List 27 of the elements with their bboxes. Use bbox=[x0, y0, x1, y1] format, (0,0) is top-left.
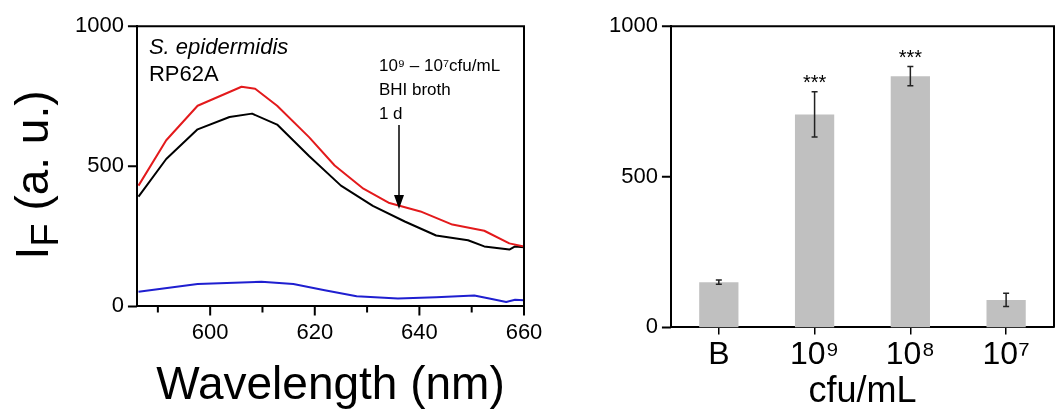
annotation: *** bbox=[802, 71, 827, 94]
annotation: RP62A bbox=[148, 61, 219, 87]
x-tick-label: 620 bbox=[296, 318, 334, 344]
bar bbox=[986, 299, 1026, 328]
x-tick-label: 10⁹ bbox=[789, 335, 840, 372]
y-tick-label: 1000 bbox=[74, 12, 124, 38]
x-tick-label: 10⁷ bbox=[982, 335, 1030, 372]
y-tick-label: 500 bbox=[87, 152, 124, 178]
bar bbox=[890, 76, 930, 328]
annotation: *** bbox=[898, 45, 923, 68]
annotation: BHI broth bbox=[378, 80, 451, 100]
y-tick-label: 0 bbox=[645, 313, 658, 339]
bar bbox=[794, 114, 835, 328]
y-tick-label: 0 bbox=[111, 292, 124, 318]
x-axis-title: cfu/mL bbox=[808, 369, 917, 411]
y-tick-label: 1000 bbox=[608, 12, 658, 38]
x-tick-label: B bbox=[708, 335, 730, 372]
bar bbox=[699, 282, 739, 328]
annotation: S. epidermidis bbox=[148, 34, 289, 60]
x-tick-label: 600 bbox=[191, 318, 229, 344]
annotation: 10⁹ – 10⁷cfu/mL bbox=[378, 56, 501, 76]
x-tick-label: 10⁸ bbox=[885, 335, 935, 372]
x-axis-title: Wavelength (nm) bbox=[156, 357, 505, 410]
y-tick-label: 500 bbox=[621, 162, 658, 188]
x-tick-label: 660 bbox=[505, 318, 543, 344]
x-tick-label: 640 bbox=[401, 318, 438, 344]
annotation: 1 d bbox=[378, 104, 403, 124]
